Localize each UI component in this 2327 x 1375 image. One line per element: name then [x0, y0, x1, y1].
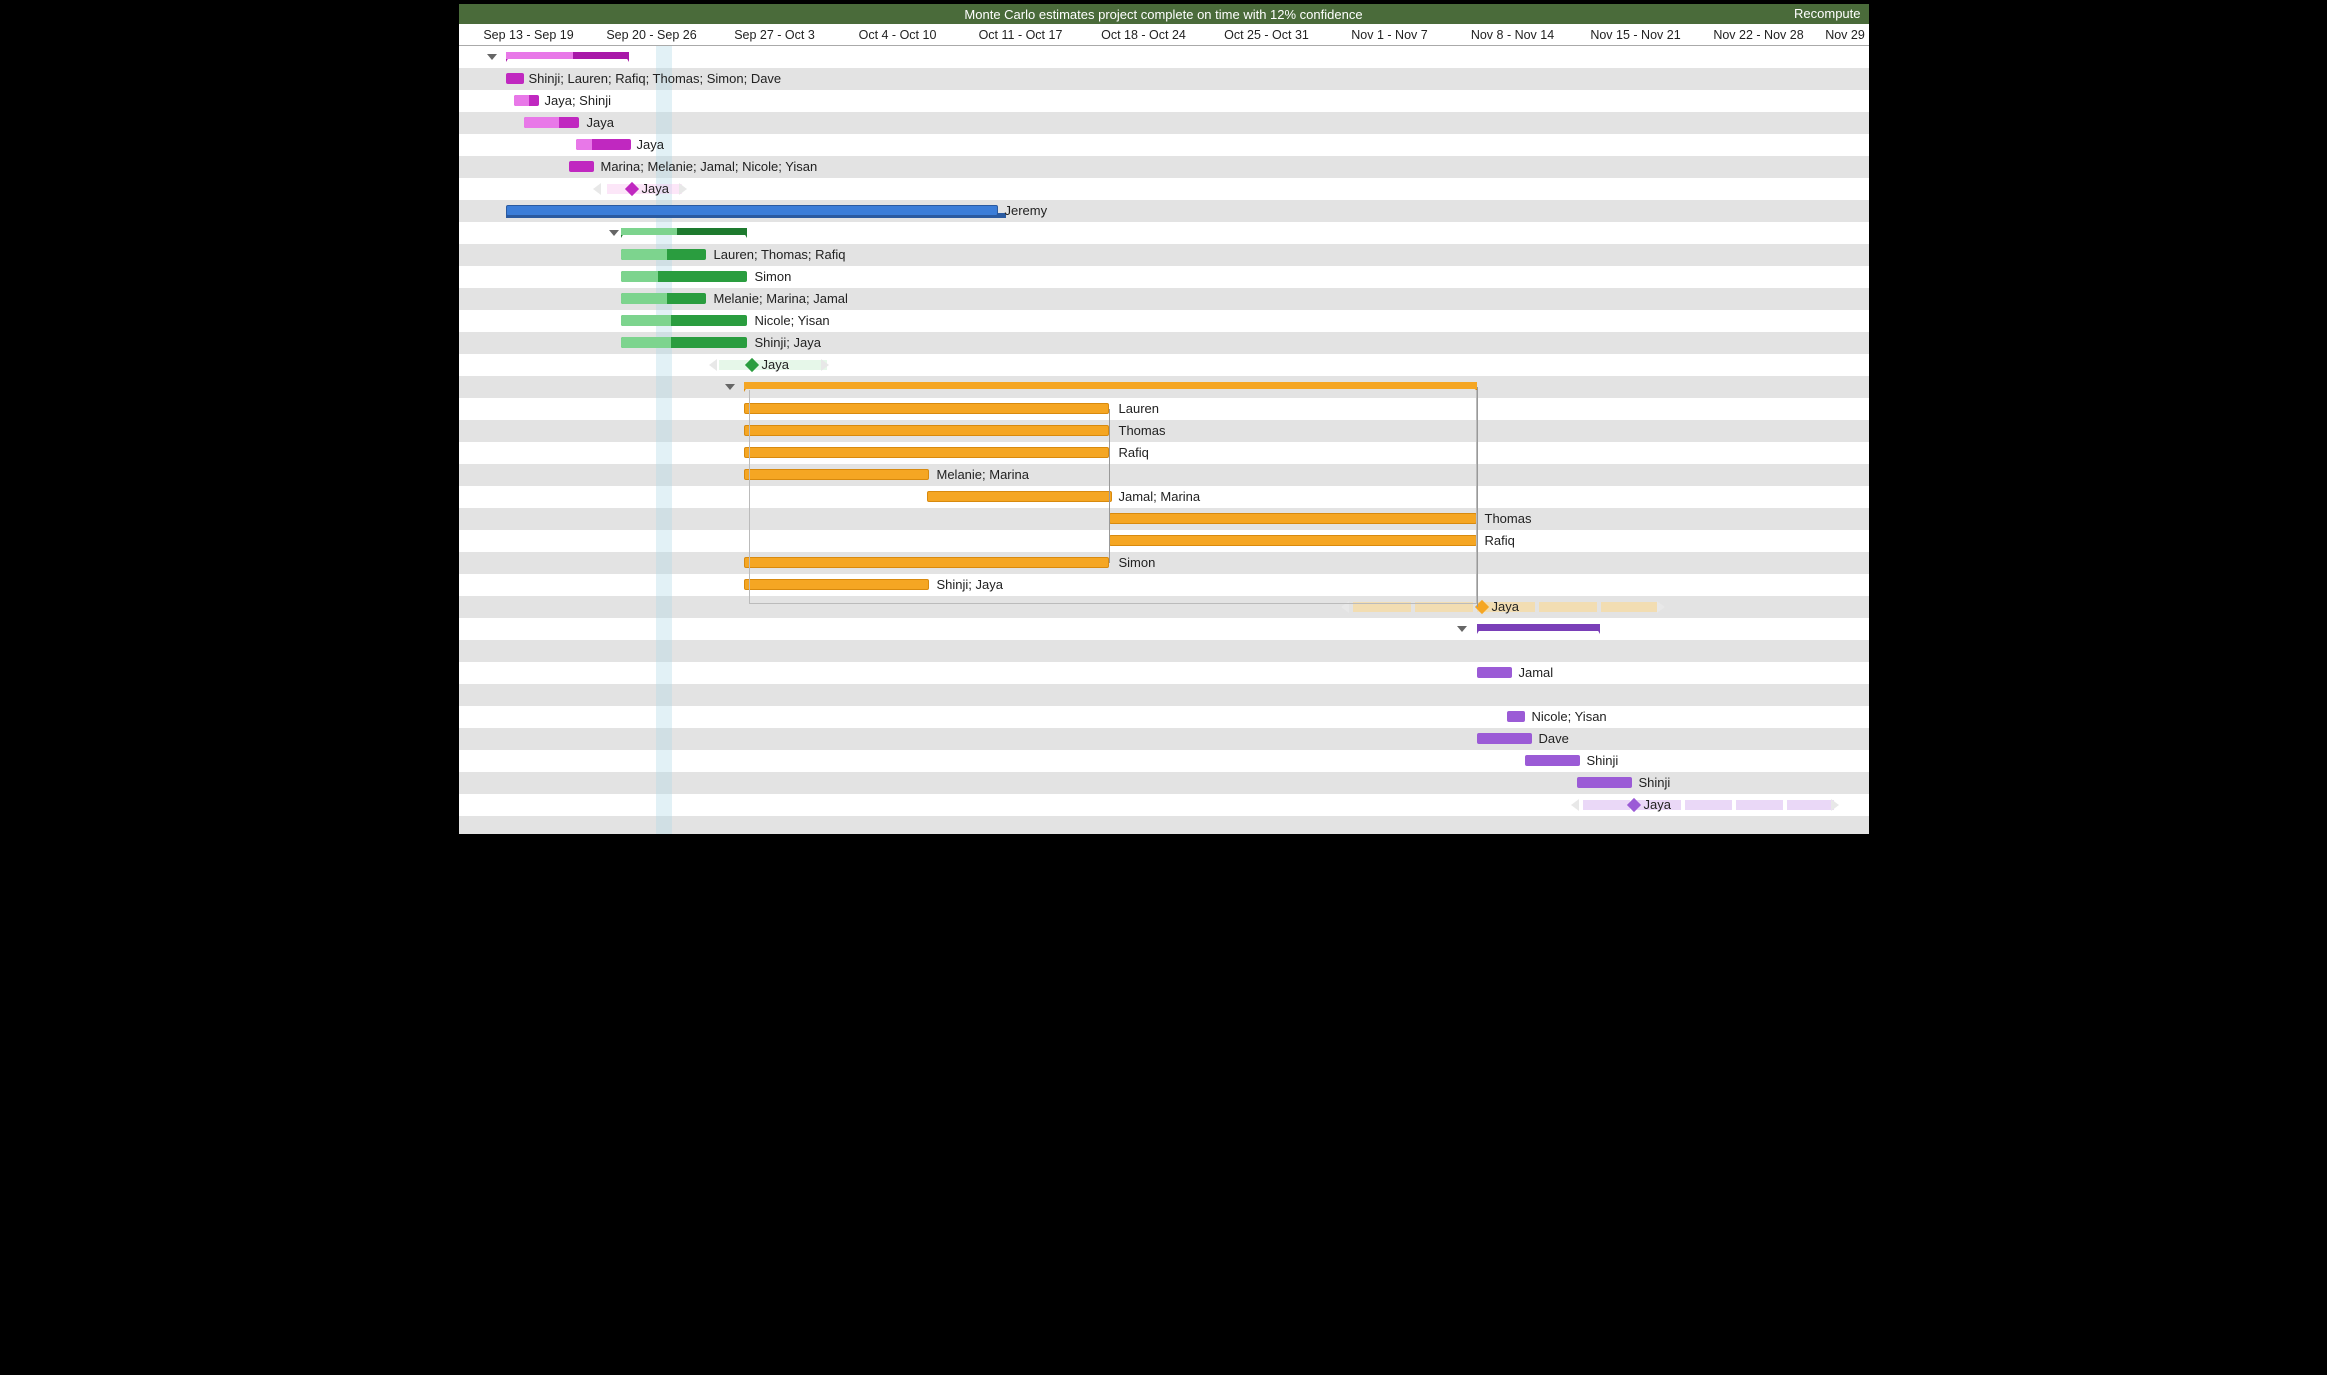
- task-label: Jaya: [762, 354, 789, 376]
- task-bar[interactable]: [927, 491, 1112, 502]
- task-label: Jaya; Shinji: [545, 90, 611, 112]
- timeline-column: Oct 11 - Oct 17: [961, 24, 1081, 46]
- task-label: Shinji; Lauren; Rafiq; Thomas; Simon; Da…: [529, 68, 782, 90]
- task-label: Shinji; Jaya: [937, 574, 1003, 596]
- gantt-row: [459, 112, 1869, 134]
- summary-bar[interactable]: [1477, 624, 1600, 631]
- timeline-column: Oct 18 - Oct 24: [1084, 24, 1204, 46]
- task-label: Nicole; Yisan: [755, 310, 830, 332]
- task-label: Thomas: [1485, 508, 1532, 530]
- task-label: Jamal; Marina: [1119, 486, 1201, 508]
- task-bar[interactable]: [514, 95, 539, 106]
- expand-toggle[interactable]: [609, 230, 619, 236]
- task-label: Marina; Melanie; Jamal; Nicole; Yisan: [601, 156, 818, 178]
- task-bar[interactable]: [506, 73, 524, 84]
- task-label: Jaya: [637, 134, 664, 156]
- gantt-row: [459, 134, 1869, 156]
- gantt-row: [459, 684, 1869, 706]
- task-bar[interactable]: [744, 447, 1109, 458]
- status-message: Monte Carlo estimates project complete o…: [964, 7, 1362, 22]
- dependency-line: [1477, 387, 1478, 607]
- task-label: Jaya: [642, 178, 669, 200]
- task-label: Dave: [1539, 728, 1569, 750]
- task-bar[interactable]: [1477, 667, 1512, 678]
- gantt-row: [459, 464, 1869, 486]
- task-label: Shinji: [1587, 750, 1619, 772]
- task-label: Rafiq: [1485, 530, 1515, 552]
- gantt-row: [459, 354, 1869, 376]
- task-label: Thomas: [1119, 420, 1166, 442]
- task-bar[interactable]: [744, 425, 1109, 436]
- task-label: Lauren; Thomas; Rafiq: [714, 244, 846, 266]
- task-bar[interactable]: [1109, 513, 1477, 524]
- task-label: Melanie; Marina; Jamal: [714, 288, 848, 310]
- task-bar[interactable]: [621, 315, 747, 326]
- task-bar[interactable]: [621, 337, 747, 348]
- task-label: Simon: [755, 266, 792, 288]
- task-label: Simon: [1119, 552, 1156, 574]
- task-label: Shinji: [1639, 772, 1671, 794]
- timeline-column: Nov 29: [1822, 24, 1869, 46]
- task-label: Jaya: [1644, 794, 1671, 816]
- task-label: Melanie; Marina: [937, 464, 1030, 486]
- task-label: Jamal: [1519, 662, 1554, 684]
- recompute-button[interactable]: Recompute: [1794, 4, 1860, 24]
- task-label: Jaya: [1492, 596, 1519, 618]
- task-bar[interactable]: [1525, 755, 1580, 766]
- gantt-row: [459, 816, 1869, 834]
- task-bar[interactable]: [621, 293, 706, 304]
- timeline-column: Nov 8 - Nov 14: [1453, 24, 1573, 46]
- gantt-row: [459, 750, 1869, 772]
- status-bar: Monte Carlo estimates project complete o…: [459, 4, 1869, 24]
- task-label: Jaya: [587, 112, 614, 134]
- gantt-row: [459, 90, 1869, 112]
- gantt-row: [459, 728, 1869, 750]
- gantt-row: [459, 442, 1869, 464]
- expand-toggle[interactable]: [725, 384, 735, 390]
- gantt-row: [459, 706, 1869, 728]
- task-bar[interactable]: [576, 139, 631, 150]
- timeline-column: Nov 15 - Nov 21: [1576, 24, 1696, 46]
- expand-toggle[interactable]: [1457, 626, 1467, 632]
- task-bar[interactable]: [744, 403, 1109, 414]
- timeline-column: Sep 13 - Sep 19: [469, 24, 589, 46]
- task-label: Shinji; Jaya: [755, 332, 821, 354]
- task-bar[interactable]: [621, 249, 706, 260]
- task-bar[interactable]: [524, 117, 579, 128]
- task-bar[interactable]: [744, 557, 1109, 568]
- gantt-frame: Monte Carlo estimates project complete o…: [455, 0, 1873, 838]
- task-bar[interactable]: [1577, 777, 1632, 788]
- timeline-header: Sep 13 - Sep 19Sep 20 - Sep 26Sep 27 - O…: [459, 24, 1869, 46]
- timeline-column: Oct 4 - Oct 10: [838, 24, 958, 46]
- task-label: Nicole; Yisan: [1532, 706, 1607, 728]
- task-label: Rafiq: [1119, 442, 1149, 464]
- gantt-row: [459, 552, 1869, 574]
- task-bar[interactable]: [569, 161, 594, 172]
- timeline-column: Nov 22 - Nov 28: [1699, 24, 1819, 46]
- gantt-chart[interactable]: Shinji; Lauren; Rafiq; Thomas; Simon; Da…: [459, 46, 1869, 834]
- gantt-row: [459, 640, 1869, 662]
- task-bar[interactable]: [744, 579, 929, 590]
- gantt-row: [459, 46, 1869, 68]
- task-bar[interactable]: [1507, 711, 1525, 722]
- task-bar[interactable]: [506, 205, 998, 216]
- gantt-row: [459, 574, 1869, 596]
- gantt-row: [459, 662, 1869, 684]
- task-label: Lauren: [1119, 398, 1159, 420]
- timeline-column: Sep 20 - Sep 26: [592, 24, 712, 46]
- dependency-line: [1109, 409, 1110, 563]
- gantt-row: [459, 398, 1869, 420]
- timeline-column: Oct 25 - Oct 31: [1207, 24, 1327, 46]
- timeline-column: Sep 27 - Oct 3: [715, 24, 835, 46]
- gantt-row: [459, 618, 1869, 640]
- timeline-column: Nov 1 - Nov 7: [1330, 24, 1450, 46]
- task-label: Jeremy: [1005, 200, 1048, 222]
- task-bar[interactable]: [621, 271, 747, 282]
- task-bar[interactable]: [744, 469, 929, 480]
- expand-toggle[interactable]: [487, 54, 497, 60]
- task-bar[interactable]: [1109, 535, 1477, 546]
- task-bar[interactable]: [1477, 733, 1532, 744]
